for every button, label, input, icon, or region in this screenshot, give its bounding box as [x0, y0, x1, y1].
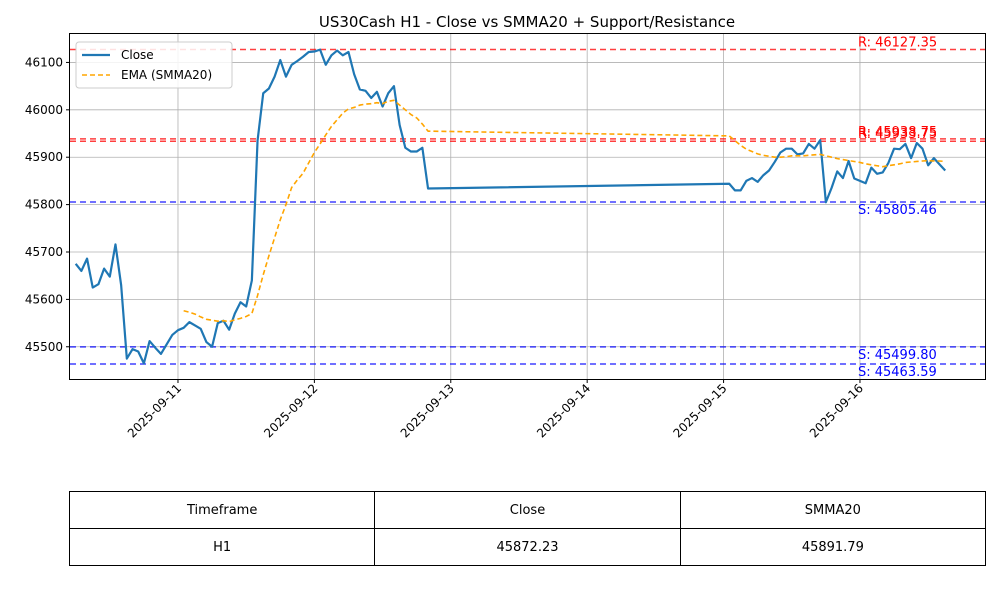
chart: US30Cash H1 - Close vs SMMA20 + Support/…: [25, 13, 986, 440]
header-close: Close: [374, 491, 681, 529]
axes-frame: [69, 33, 986, 380]
cell-close: 45872.23: [374, 528, 681, 566]
x-tick-label: 2025-09-14: [534, 381, 593, 440]
legend-box: [75, 41, 233, 89]
smma-series-line: [183, 99, 946, 323]
table-header-row: Timeframe Close SMMA20: [68, 491, 987, 529]
cell-timeframe: H1: [68, 528, 376, 566]
y-tick-label: 46100: [25, 55, 63, 69]
x-tick-label: 2025-09-11: [125, 381, 184, 440]
cell-smma20: 45891.79: [679, 528, 987, 566]
x-tick-label: 2025-09-13: [398, 381, 457, 440]
level-labels: R: 46127.35 R: 45938.75R: 45933.75 S: 4580…: [858, 35, 937, 380]
header-smma20: SMMA20: [679, 491, 987, 529]
legend-label-close: Close: [121, 48, 154, 62]
level-lines: [70, 48, 985, 365]
chart-title: US30Cash H1 - Close vs SMMA20 + Support/…: [319, 13, 735, 31]
y-tick-label: 45800: [25, 198, 63, 212]
legend-label-smma: EMA (SMMA20): [121, 68, 212, 82]
grid: [70, 34, 985, 379]
resistance-label: R: 45938.75: [858, 125, 937, 140]
x-tick-label: 2025-09-16: [807, 381, 866, 440]
y-tick-label: 45600: [25, 292, 63, 306]
y-tick-label: 45700: [25, 245, 63, 259]
y-tick-label: 45500: [25, 340, 63, 354]
y-tick-label: 45900: [25, 150, 63, 164]
series-lines: [74, 48, 947, 365]
table-row: H1 45872.23 45891.79: [68, 528, 987, 566]
resistance-label: R: 46127.35: [858, 35, 937, 50]
resistance-label: R: 45933.75: [858, 127, 937, 142]
header-timeframe: Timeframe: [68, 491, 376, 529]
close-series-line: [74, 48, 947, 365]
support-label: S: 45499.80: [858, 348, 937, 363]
axis-ticks: 45500 45600 45700 45800 45900 46000 46100 2025-…: [25, 55, 866, 440]
legend: Close EMA (SMMA20): [75, 41, 233, 89]
support-label: S: 45463.59: [858, 365, 937, 380]
x-tick-label: 2025-09-15: [670, 381, 729, 440]
support-label: S: 45805.46: [858, 203, 937, 218]
x-tick-label: 2025-09-12: [261, 381, 320, 440]
summary-table: Timeframe Close SMMA20 H1 45872.23 45891…: [68, 491, 987, 566]
y-tick-label: 46000: [25, 103, 63, 117]
